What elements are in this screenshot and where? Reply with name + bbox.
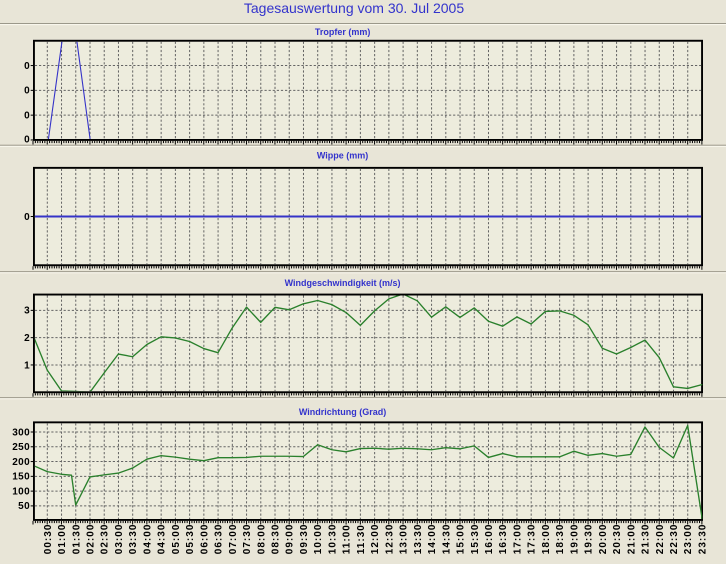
svg-text:300: 300 xyxy=(12,427,30,438)
svg-text:250: 250 xyxy=(12,442,30,453)
svg-text:0: 0 xyxy=(24,61,30,72)
svg-text:11:00: 11:00 xyxy=(342,524,353,554)
svg-text:04:00: 04:00 xyxy=(142,524,153,555)
svg-text:18:30: 18:30 xyxy=(555,524,566,555)
svg-text:1: 1 xyxy=(24,360,30,371)
svg-text:14:30: 14:30 xyxy=(441,524,452,555)
svg-text:17:30: 17:30 xyxy=(527,524,538,555)
svg-text:20:30: 20:30 xyxy=(612,524,623,555)
svg-text:19:00: 19:00 xyxy=(569,524,580,555)
svg-text:0: 0 xyxy=(24,86,30,97)
svg-text:06:00: 06:00 xyxy=(199,524,210,555)
svg-text:02:30: 02:30 xyxy=(100,524,111,555)
svg-text:03:30: 03:30 xyxy=(128,524,139,555)
svg-text:18:00: 18:00 xyxy=(541,524,552,555)
svg-text:0: 0 xyxy=(24,110,30,121)
svg-text:13:30: 13:30 xyxy=(413,524,424,555)
svg-text:21:30: 21:30 xyxy=(641,524,652,555)
svg-text:100: 100 xyxy=(12,486,30,497)
svg-text:14:00: 14:00 xyxy=(427,524,438,555)
svg-text:05:30: 05:30 xyxy=(185,524,196,555)
svg-text:07:30: 07:30 xyxy=(242,524,253,555)
svg-text:Tagesauswertung vom 30. Jul 20: Tagesauswertung vom 30. Jul 2005 xyxy=(244,0,464,16)
svg-text:22:00: 22:00 xyxy=(655,524,666,555)
svg-text:02:00: 02:00 xyxy=(86,524,97,555)
svg-text:2: 2 xyxy=(24,333,30,344)
svg-text:Wippe (mm): Wippe (mm) xyxy=(317,151,368,161)
svg-text:05:00: 05:00 xyxy=(171,524,182,555)
svg-text:17:00: 17:00 xyxy=(512,524,523,555)
svg-text:Windrichtung (Grad): Windrichtung (Grad) xyxy=(299,407,386,417)
svg-text:10:00: 10:00 xyxy=(313,524,324,555)
svg-text:21:00: 21:00 xyxy=(626,524,637,555)
svg-text:12:00: 12:00 xyxy=(370,524,381,555)
svg-text:16:00: 16:00 xyxy=(484,524,495,555)
svg-text:16:30: 16:30 xyxy=(498,524,509,555)
svg-text:08:30: 08:30 xyxy=(271,524,282,555)
svg-text:0: 0 xyxy=(24,212,30,223)
svg-text:13:00: 13:00 xyxy=(399,524,410,555)
svg-text:150: 150 xyxy=(12,472,30,483)
svg-text:20:00: 20:00 xyxy=(598,524,609,555)
svg-text:Tropfer (mm): Tropfer (mm) xyxy=(315,27,371,37)
svg-text:04:30: 04:30 xyxy=(157,524,168,555)
svg-text:06:30: 06:30 xyxy=(214,524,225,555)
svg-text:15:00: 15:00 xyxy=(456,524,467,555)
svg-text:11:30: 11:30 xyxy=(356,524,367,554)
svg-text:15:30: 15:30 xyxy=(470,524,481,555)
svg-text:3: 3 xyxy=(24,306,30,317)
svg-text:12:30: 12:30 xyxy=(384,524,395,555)
svg-text:200: 200 xyxy=(12,457,30,468)
svg-text:0: 0 xyxy=(24,135,30,146)
svg-text:09:30: 09:30 xyxy=(299,524,310,555)
svg-text:22:30: 22:30 xyxy=(669,524,680,555)
svg-text:19:30: 19:30 xyxy=(584,524,595,555)
svg-text:07:00: 07:00 xyxy=(228,524,239,555)
svg-text:23:30: 23:30 xyxy=(697,524,708,555)
svg-text:00:30: 00:30 xyxy=(43,524,54,555)
svg-text:10:30: 10:30 xyxy=(327,524,338,555)
svg-text:08:00: 08:00 xyxy=(256,524,267,555)
svg-text:01:30: 01:30 xyxy=(71,524,82,555)
svg-text:23:00: 23:00 xyxy=(683,524,694,555)
svg-text:50: 50 xyxy=(18,501,30,512)
svg-text:01:00: 01:00 xyxy=(57,524,68,555)
svg-text:09:00: 09:00 xyxy=(285,524,296,555)
svg-text:03:00: 03:00 xyxy=(114,524,125,555)
svg-text:Windgeschwindigkeit (m/s): Windgeschwindigkeit (m/s) xyxy=(285,278,401,288)
